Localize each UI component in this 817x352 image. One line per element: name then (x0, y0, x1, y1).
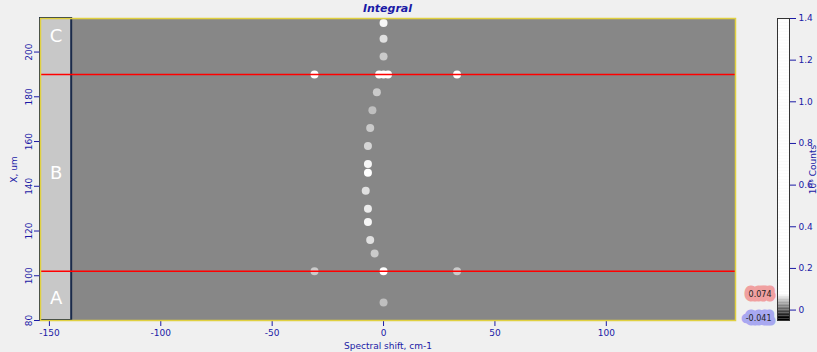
svg-text:0.4: 0.4 (799, 222, 814, 232)
svg-text:50: 50 (489, 328, 501, 338)
svg-text:-50: -50 (265, 328, 280, 338)
html-text:Integral: Integral (362, 2, 413, 15)
svg-text:100: 100 (24, 267, 34, 284)
svg-text:0: 0 (799, 305, 805, 315)
svg-text:-150: -150 (39, 328, 60, 338)
svg-text:0: 0 (381, 328, 387, 338)
svg-text:1.4: 1.4 (799, 13, 814, 23)
svg-text:0.8: 0.8 (798, 138, 813, 149)
svg-text:0.2: 0.2 (799, 263, 813, 273)
svg-text:1.0: 1.0 (799, 97, 814, 107)
svg-text:160: 160 (24, 133, 34, 150)
svg-text:140: 140 (24, 177, 34, 194)
svg-text:180: 180 (24, 88, 34, 105)
svg-text:1.2: 1.2 (799, 55, 813, 65)
svg-text:10³ Counts: 10³ Counts (808, 145, 817, 195)
svg-text:0.074: 0.074 (749, 290, 772, 299)
svg-text:C: C (50, 25, 63, 46)
svg-text:Spectral shift, cm-1: Spectral shift, cm-1 (344, 341, 432, 351)
svg-text:-0.041: -0.041 (746, 314, 772, 323)
svg-text:120: 120 (24, 222, 34, 239)
svg-text:80: 80 (24, 315, 34, 327)
svg-text:200: 200 (24, 43, 34, 60)
svg-text:A: A (50, 287, 63, 308)
svg-text:X, um: X, um (9, 156, 19, 182)
svg-text:B: B (50, 162, 62, 183)
svg-text:0.6: 0.6 (798, 180, 813, 190)
svg-text:100: 100 (598, 328, 615, 338)
svg-text:-100: -100 (151, 328, 172, 338)
